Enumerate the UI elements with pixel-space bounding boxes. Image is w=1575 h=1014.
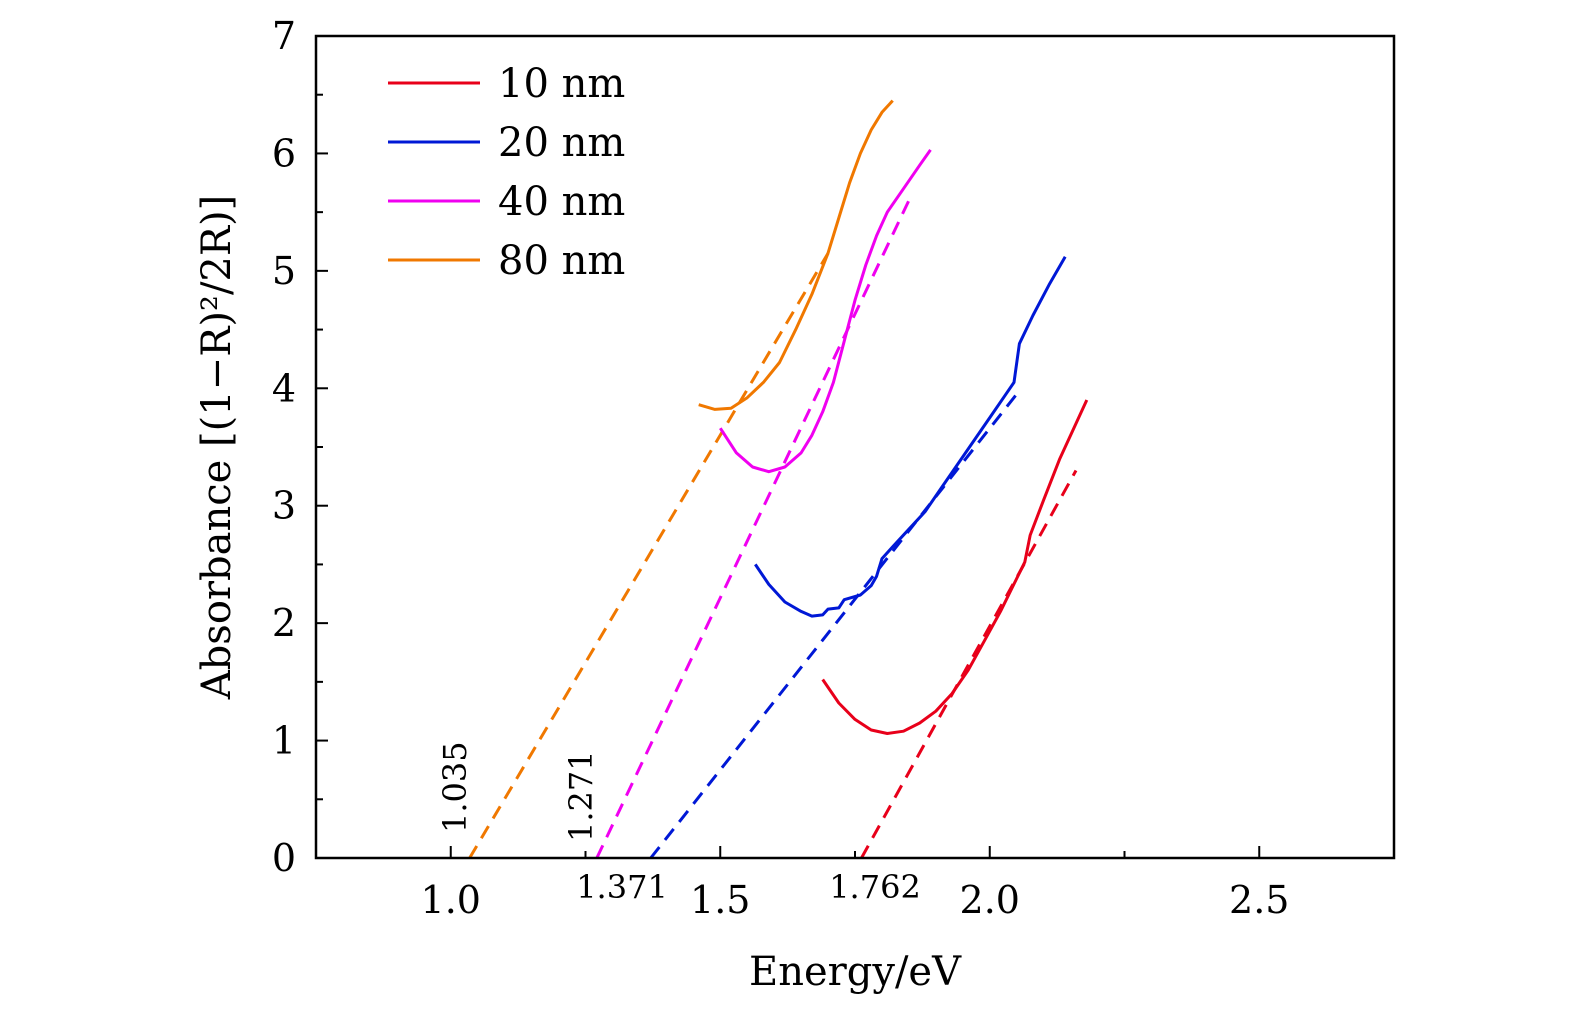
annotation-1762: 1.762	[829, 868, 921, 906]
annotations-group: 1.035 1.271 1.371 1.762	[436, 741, 921, 906]
fit-line-10-nm	[860, 469, 1078, 859]
x-tick-label: 1.0	[421, 878, 481, 922]
legend: 10 nm 20 nm 40 nm 80 nm	[388, 61, 625, 284]
fit-line-20-nm	[649, 393, 1018, 859]
y-tick-label: 0	[272, 836, 296, 880]
annotation-1371: 1.371	[576, 868, 668, 906]
fit-lines-group	[468, 199, 1078, 859]
fit-line-80-nm	[468, 252, 830, 859]
legend-label: 20 nm	[498, 120, 625, 166]
y-tick-label: 4	[272, 366, 296, 410]
y-tick-label: 3	[272, 484, 296, 528]
plot-frame	[314, 34, 1396, 860]
fit-line-40-nm	[595, 199, 911, 859]
y-axis-title: Absorbance [(1−R)²/2R)]	[194, 195, 240, 700]
y-tick-label: 6	[272, 131, 296, 175]
y-tick-label: 5	[272, 249, 296, 293]
legend-label: 40 nm	[498, 179, 625, 225]
legend-label: 80 nm	[498, 238, 625, 284]
legend-label: 10 nm	[498, 61, 625, 107]
y-tick-label: 7	[272, 14, 296, 58]
series-line-80-nm	[698, 99, 894, 411]
x-tick-label: 1.5	[690, 878, 750, 922]
data-curves-group	[698, 99, 1089, 735]
x-axis-title: Energy/eV	[749, 949, 962, 995]
axes-group: 1.0 1.5 2.0 2.5 0 1 2 3 4 5 6 7 Energy/eV Absorbance …	[194, 14, 1396, 995]
annotation-1271: 1.271	[562, 750, 600, 842]
y-tick-label: 2	[272, 601, 296, 645]
y-tick-label: 1	[272, 719, 296, 763]
x-tick-label: 2.5	[1229, 878, 1289, 922]
series-line-20-nm	[754, 256, 1067, 618]
series-line-10-nm	[821, 399, 1089, 735]
x-tick-label: 2.0	[960, 878, 1020, 922]
annotation-1035: 1.035	[436, 741, 474, 833]
series-line-40-nm	[719, 149, 932, 474]
